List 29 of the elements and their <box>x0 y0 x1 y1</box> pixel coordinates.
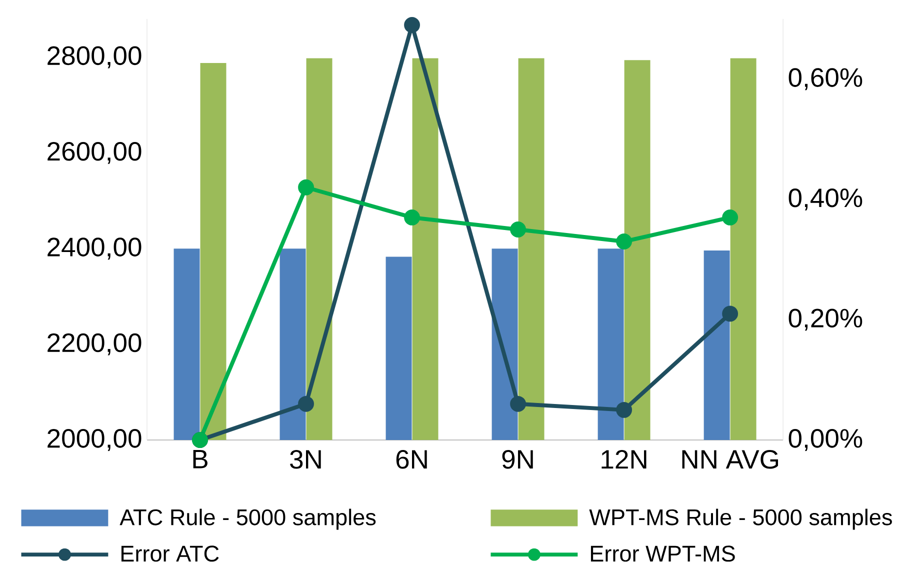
point <box>722 209 738 226</box>
x-tick-label: 12N <box>602 450 646 469</box>
point <box>404 209 420 226</box>
legend-label: Error WPT-MS <box>590 546 735 562</box>
y2-tick-label: 0,60% <box>788 68 862 90</box>
point <box>510 222 526 238</box>
point <box>616 402 632 418</box>
y-tick-label: 2800,00 <box>48 46 142 68</box>
x-tick-label: NN AVG <box>682 450 778 469</box>
point <box>298 396 314 412</box>
y-tick-label: 2200,00 <box>48 333 142 356</box>
point <box>298 179 314 196</box>
point <box>616 234 632 250</box>
legend-label: WPT-MS Rule - 5000 samples <box>589 508 892 530</box>
point <box>404 17 420 33</box>
y2-tick-label: 0,00% <box>788 429 862 451</box>
y-tick-label: 2400,00 <box>48 238 142 260</box>
legend-label: Error ATC <box>121 546 219 562</box>
x-tick-label: 6N <box>396 450 427 469</box>
point <box>510 396 526 412</box>
y-tick-label: 2000,00 <box>48 429 142 451</box>
y2-tick-label: 0,40% <box>788 188 862 210</box>
y-tick-label: 2600,00 <box>48 142 142 164</box>
x-tick-label: 9N <box>502 450 533 469</box>
point <box>722 306 738 322</box>
legend-label: ATC Rule - 5000 samples <box>120 508 376 530</box>
x-tick-label: B <box>193 450 208 468</box>
y2-tick-label: 0,20% <box>788 308 862 331</box>
x-tick-label: 3N <box>290 450 321 469</box>
